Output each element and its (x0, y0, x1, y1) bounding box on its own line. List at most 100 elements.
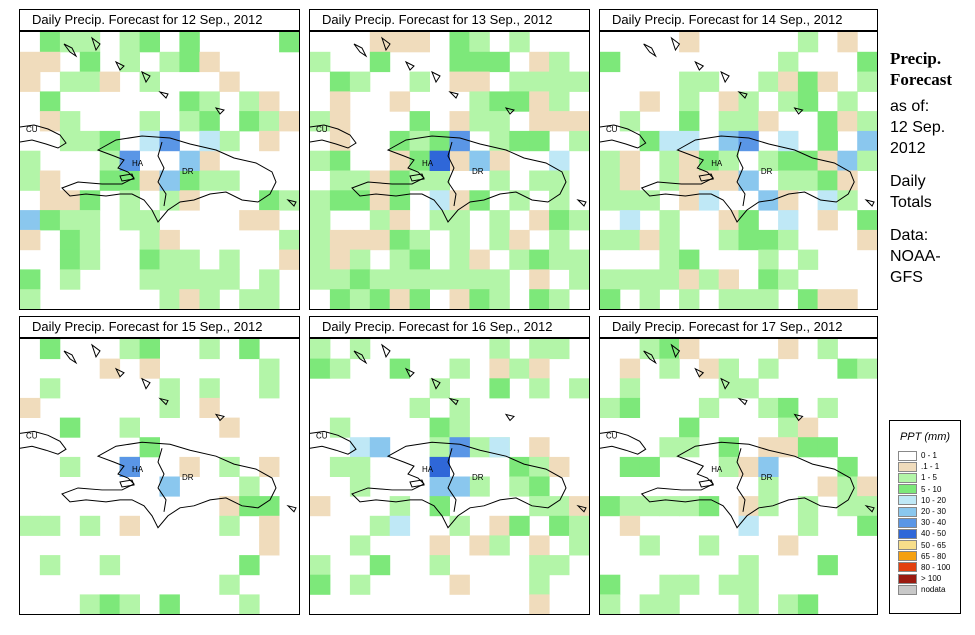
legend-row: 10 - 20 (890, 495, 960, 506)
precip-cell (199, 378, 220, 399)
map-label-haiti: HA (422, 465, 434, 474)
map-label-haiti: HA (422, 159, 434, 168)
precip-cell (20, 397, 41, 418)
precip-cell (549, 496, 570, 517)
precip-cell (619, 111, 641, 132)
legend-swatch (898, 584, 917, 595)
coastline-bahamas2 (670, 36, 681, 52)
coastline-hispaniola (351, 441, 567, 529)
precip-cell (39, 339, 61, 360)
precip-cell (837, 190, 858, 211)
precip-cell (469, 71, 490, 92)
precip-cell (329, 130, 351, 152)
precip-cell (429, 170, 450, 191)
precip-cell (659, 358, 680, 379)
precip-cell (549, 91, 570, 112)
precip-cell (489, 51, 510, 73)
precip-cell (219, 170, 240, 191)
precip-cell (758, 269, 779, 290)
precip-cell (349, 289, 371, 309)
precip-cell (159, 378, 180, 399)
precip-cell (349, 269, 371, 290)
precip-cell (139, 249, 160, 270)
precip-cell (817, 437, 838, 458)
precip-cell (639, 456, 660, 477)
precip-cell (159, 229, 180, 251)
precip-cell (679, 437, 700, 458)
coastline-bahamas5 (737, 91, 748, 99)
precip-cell (529, 289, 550, 309)
precip-cell (489, 229, 510, 251)
precip-cell (349, 535, 371, 556)
coastline-layer: CU HA DR (600, 343, 875, 529)
precip-cell (219, 417, 240, 438)
precip-cell (817, 289, 838, 309)
precip-cell (310, 269, 331, 290)
precip-cell (219, 249, 240, 270)
precip-cell (429, 190, 450, 211)
precip-cell (549, 249, 570, 270)
precip-cell (738, 594, 759, 614)
precip-cell (718, 358, 739, 379)
precip-cell (600, 574, 621, 595)
panel-title-6: Daily Precip. Forecast for 17 Sep., 2012 (599, 316, 878, 338)
precip-cell (279, 229, 299, 251)
precip-cell (857, 476, 877, 497)
precip-cell (659, 130, 680, 152)
precip-cell (489, 378, 510, 399)
precip-cell (20, 51, 41, 73)
precip-cell (39, 91, 61, 112)
precip-cell (797, 150, 819, 171)
coastline-hispaniola (61, 441, 277, 529)
precip-cell (139, 437, 160, 458)
precip-cell (389, 190, 411, 211)
precip-cell (329, 170, 351, 191)
precip-cell (549, 339, 570, 360)
precip-cell-heavy (778, 130, 799, 152)
precip-cell (79, 210, 101, 231)
precip-cell (239, 111, 260, 132)
precip-cell (529, 51, 550, 73)
precip-cell (310, 229, 331, 251)
coastline-turks (214, 413, 225, 422)
precip-cell (469, 111, 490, 132)
precip-cell (778, 51, 799, 73)
precip-cell (569, 71, 589, 92)
precip-cell (20, 289, 41, 309)
precip-cell (59, 229, 81, 251)
precip-cell (199, 397, 220, 418)
precip-cell (239, 339, 260, 360)
precip-cell (449, 111, 470, 132)
forecast-date-line2: 2012 (890, 140, 926, 157)
precip-cell (449, 190, 470, 211)
precip-cell (569, 130, 589, 152)
precip-cell (389, 210, 411, 231)
precip-cell (20, 150, 41, 171)
precip-cell (159, 249, 180, 270)
precip-cell (329, 229, 351, 251)
coastline-bahamas5 (448, 91, 459, 99)
precip-cell (369, 437, 391, 458)
precip-cell (199, 269, 220, 290)
precip-cell (509, 190, 530, 211)
coastline-layer: CU HA DR (600, 36, 875, 223)
map-label-cuba: CU (26, 125, 38, 134)
precip-cell (817, 210, 838, 231)
precip-cell (389, 249, 411, 270)
coastline-turks (214, 107, 225, 115)
precip-cell (259, 456, 280, 477)
precip-cell (509, 229, 530, 251)
precip-cell (679, 111, 700, 132)
precip-cell (639, 289, 660, 309)
precip-cell-heavy (469, 150, 490, 171)
coastline-cuba (600, 430, 647, 455)
precip-cell (778, 594, 799, 614)
precip-cell (99, 358, 121, 379)
precip-cell (600, 594, 621, 614)
coastline-bahamas4 (431, 377, 441, 390)
precip-cell (139, 32, 160, 53)
precip-cell (199, 289, 220, 309)
precip-cell (389, 358, 411, 379)
map-label-cuba: CU (316, 431, 328, 440)
coastline-cuba (310, 124, 357, 149)
